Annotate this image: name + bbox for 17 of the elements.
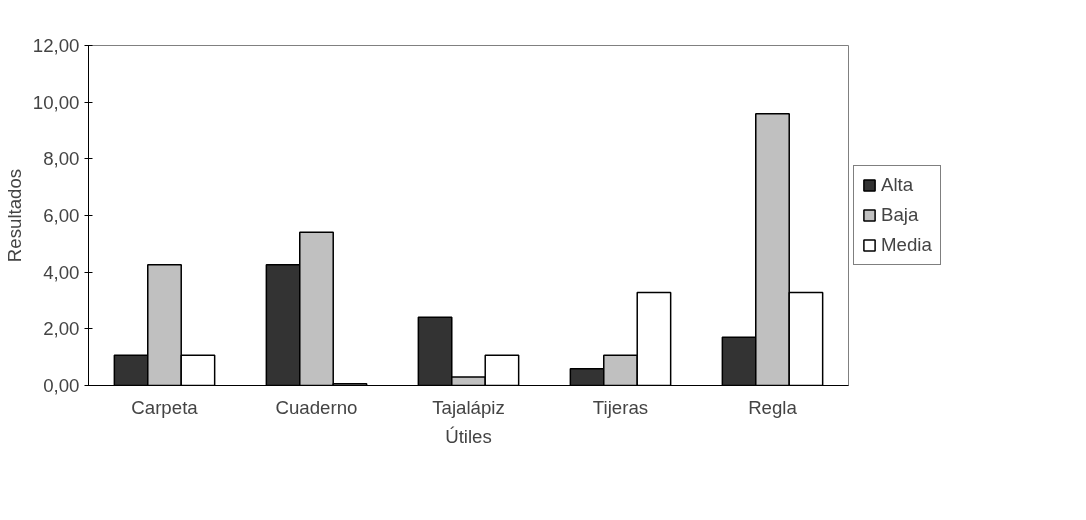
legend-label: Baja <box>881 204 919 226</box>
y-tick-label: 10,00 <box>32 91 80 113</box>
x-axis-title: Útiles <box>445 425 492 447</box>
x-tick-label: Regla <box>748 396 798 418</box>
y-tick-label: 0,00 <box>43 375 80 396</box>
x-tick-label: Carpeta <box>131 396 199 418</box>
x-tick-label: Cuaderno <box>275 396 358 418</box>
legend-label: Media <box>881 234 932 256</box>
y-tick-label: 4,00 <box>43 261 80 283</box>
y-tick-label: 12,00 <box>32 35 80 56</box>
y-tick-label: 6,00 <box>43 205 80 226</box>
y-axis-title: Resultados <box>3 168 25 263</box>
x-tick-label: Tajalápiz <box>432 396 505 418</box>
y-tick-label: 8,00 <box>43 148 80 170</box>
legend-label: Alta <box>881 174 914 196</box>
y-tick-label: 2,00 <box>43 318 80 340</box>
x-tick-label: Tijeras <box>592 396 649 418</box>
